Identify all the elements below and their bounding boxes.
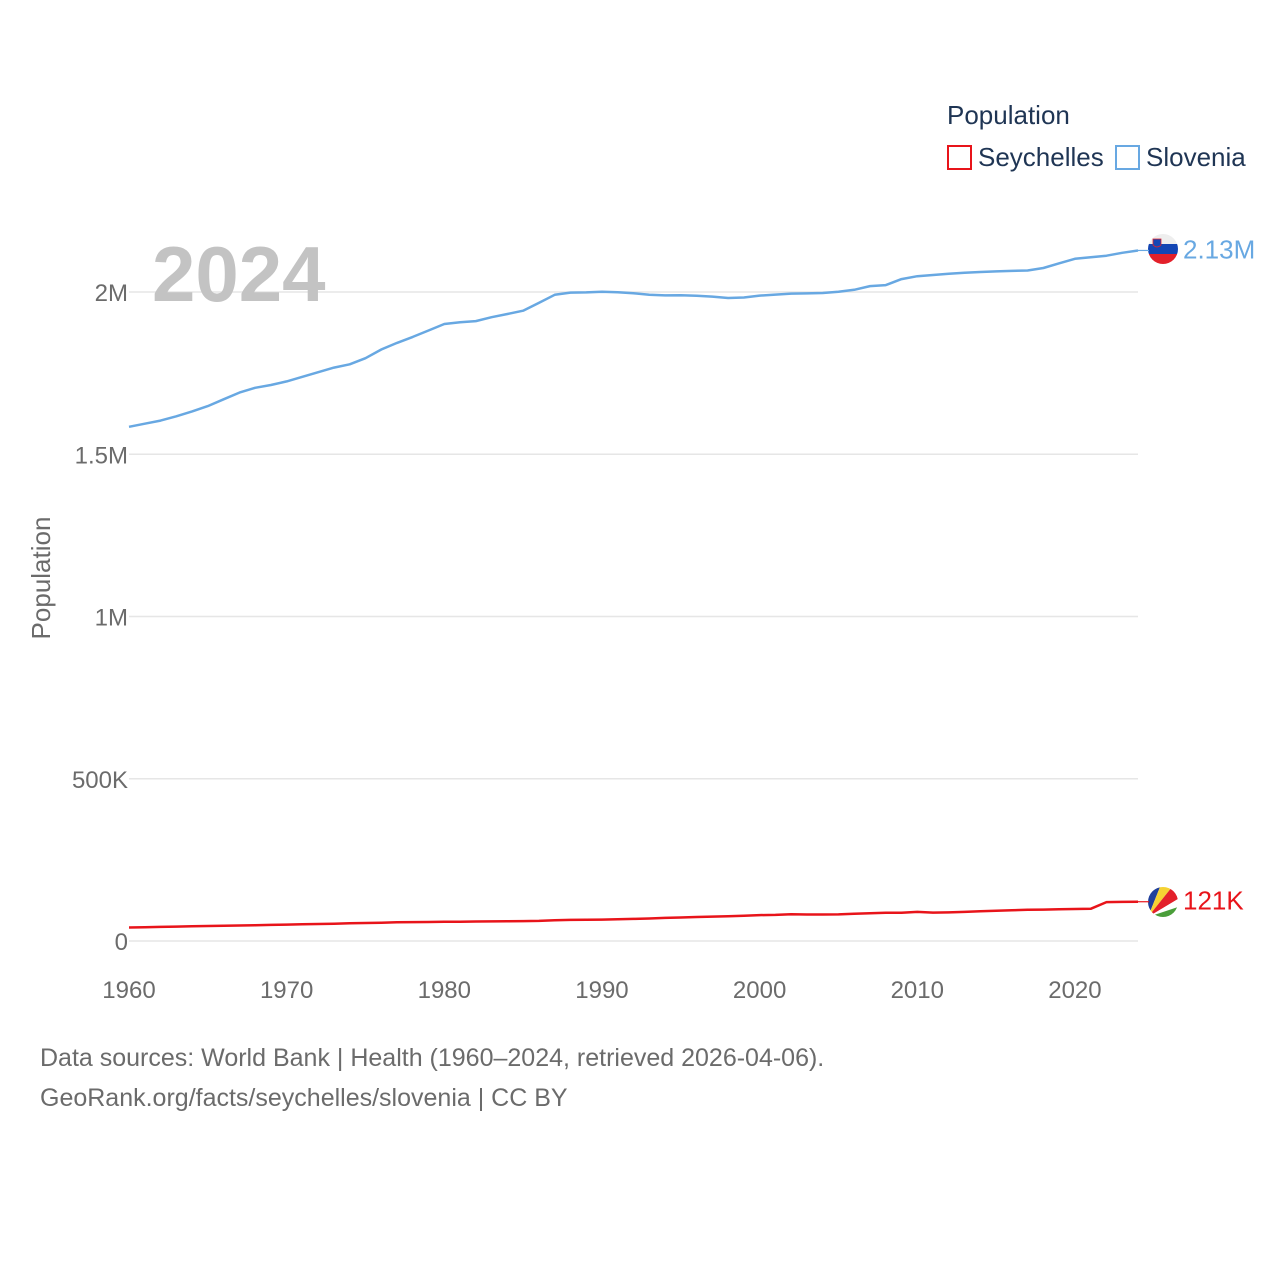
- y-tick-label: 1.5M: [75, 442, 128, 469]
- y-tick-label: 0: [115, 929, 128, 956]
- legend-swatch-seychelles: [947, 145, 972, 170]
- legend-title: Population: [947, 100, 1070, 130]
- x-tick-label: 2020: [1048, 977, 1101, 1004]
- x-tick-label: 2000: [733, 977, 786, 1004]
- y-tick-label: 1M: [95, 605, 128, 632]
- end-label-seychelles: 121K: [1183, 886, 1244, 916]
- seychelles-flag-icon: [1148, 887, 1178, 917]
- end-labels: 121K 2.13M: [1138, 234, 1255, 916]
- series-line-seychelles[interactable]: [128, 900, 1139, 929]
- legend-item-slovenia[interactable]: Slovenia: [1115, 142, 1246, 172]
- legend: Population Seychelles Slovenia: [947, 100, 1246, 172]
- legend-swatch-slovenia: [1115, 145, 1140, 170]
- year-label: 2024: [152, 230, 326, 318]
- y-axis-title: Population: [26, 517, 56, 640]
- x-axis-ticks: 1960 1970 1980 1990 2000 2010 2020: [102, 977, 1101, 1004]
- footer-attribution[interactable]: GeoRank.org/facts/seychelles/slovenia | …: [40, 1084, 568, 1112]
- grid-lines: [129, 291, 1138, 942]
- series-lines: [128, 249, 1139, 929]
- end-label-slovenia: 2.13M: [1183, 234, 1255, 264]
- y-tick-label: 2M: [95, 280, 128, 307]
- y-tick-label: 500K: [72, 767, 128, 794]
- legend-item-seychelles[interactable]: Seychelles: [947, 142, 1104, 172]
- legend-label-slovenia: Slovenia: [1146, 142, 1246, 172]
- footer-sources: Data sources: World Bank | Health (1960–…: [40, 1044, 825, 1072]
- x-tick-label: 1960: [102, 977, 155, 1004]
- x-tick-label: 1970: [260, 977, 313, 1004]
- legend-label-seychelles: Seychelles: [978, 142, 1104, 172]
- x-tick-label: 1990: [575, 977, 628, 1004]
- slovenia-flag-icon: [1148, 234, 1178, 264]
- series-line-slovenia[interactable]: [128, 249, 1139, 429]
- y-axis-ticks: 0 500K 1M 1.5M 2M: [72, 280, 128, 956]
- x-tick-label: 1980: [418, 977, 471, 1004]
- x-tick-label: 2010: [891, 977, 944, 1004]
